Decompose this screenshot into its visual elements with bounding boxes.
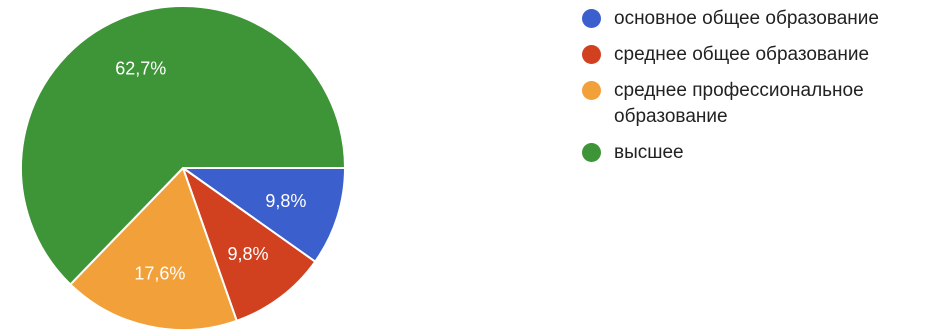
legend-marker-2	[582, 81, 601, 100]
legend-marker-1	[582, 45, 601, 64]
pie-slice-2	[69, 167, 238, 331]
slice-label-2: 17,6%	[134, 264, 185, 284]
legend-marker-0	[582, 9, 601, 28]
legend-marker-3	[582, 143, 601, 162]
legend-item: высшее	[582, 140, 932, 166]
slice-label-3: 62,7%	[115, 59, 166, 79]
legend: основное общее образование среднее общее…	[582, 6, 932, 176]
pie-slice-1	[182, 167, 317, 322]
legend-label-2: среднее профессиональное образование	[614, 80, 864, 127]
slice-label-0: 9,8%	[265, 191, 306, 211]
pie-slice-3	[20, 5, 346, 286]
legend-label-1: среднее общее образование	[614, 44, 870, 65]
pie-slice-0	[182, 167, 346, 263]
legend-item: среднее профессиональное образование	[582, 78, 932, 130]
legend-label-3: высшее	[614, 142, 684, 163]
legend-label-0: основное общее образование	[614, 8, 879, 29]
legend-item: среднее общее образование	[582, 42, 932, 68]
legend-item: основное общее образование	[582, 6, 932, 32]
slice-label-1: 9,8%	[227, 244, 268, 264]
